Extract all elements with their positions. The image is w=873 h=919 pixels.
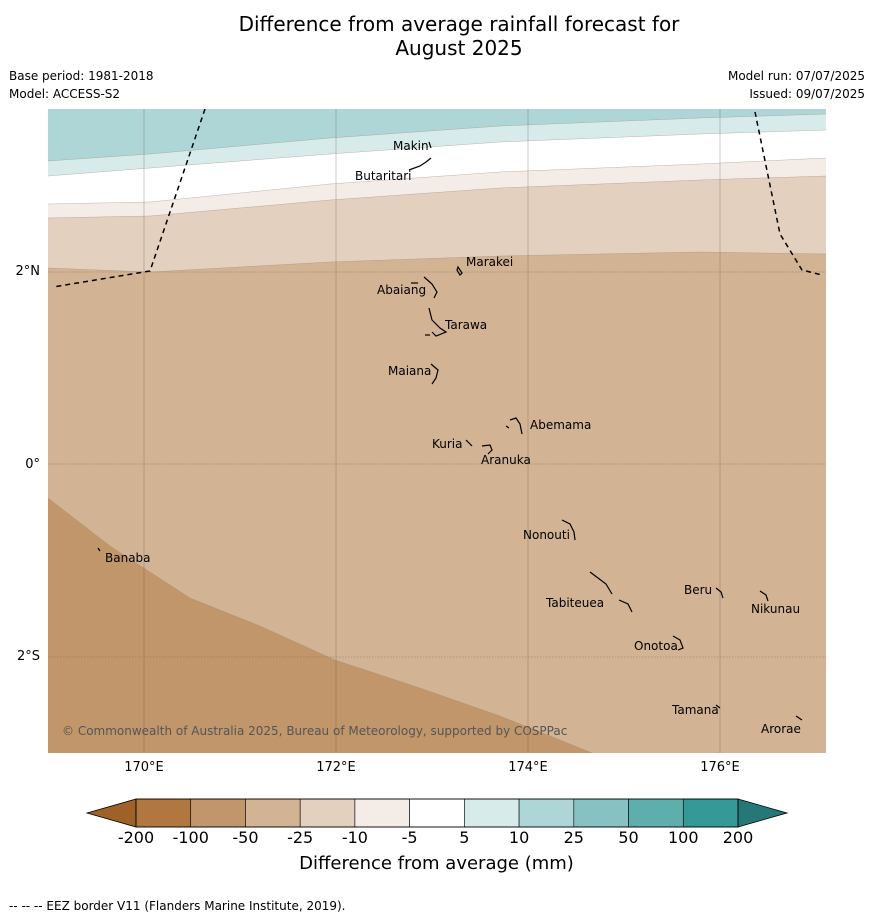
colorbar-segment [573, 798, 629, 828]
island-label-butaritari: Butaritari [355, 169, 412, 183]
colorbar-tick-label: -100 [172, 828, 209, 847]
meta-left: Base period: 1981-2018 Model: ACCESS-S2 [9, 67, 154, 103]
colorbar-tick-label: 5 [459, 828, 470, 847]
colorbar-segment [299, 798, 356, 828]
island-label-abemama: Abemama [530, 418, 592, 432]
island-label-nonouti: Nonouti [523, 528, 570, 542]
colorbar-tick-label: 50 [618, 828, 639, 847]
title-line-1: Difference from average rainfall forecas… [238, 12, 680, 36]
colorbar-tick-label: 200 [722, 828, 754, 847]
lon-label-172e: 172°E [316, 760, 356, 775]
eez-footnote: -- -- -- EEZ border V11 (Flanders Marine… [9, 899, 346, 913]
lat-label-2n: 2°N [15, 264, 41, 279]
colorbar-tick-label: -200 [117, 828, 155, 847]
model-run-text: Model run: 07/07/2025 [727, 69, 865, 83]
island-label-maiana: Maiana [388, 364, 432, 378]
island-label-tamana: Tamana [672, 703, 719, 717]
lat-label-0: 0° [25, 457, 40, 472]
colorbar-tick-label: 100 [667, 828, 699, 847]
lat-label-2s: 2°S [16, 649, 40, 664]
colorbar-segment [354, 798, 410, 828]
colorbar-frame [135, 798, 739, 828]
colorbar-tick-label: 25 [563, 828, 584, 847]
map-title: Difference from average rainfall forecas… [0, 12, 873, 60]
colorbar-segment [245, 798, 301, 828]
island-label-onotoa: Onotoa [634, 639, 678, 653]
island-label-tarawa: Tarawa [445, 318, 488, 332]
island-label-abaiang: Abaiang [377, 283, 427, 297]
island-label-makin: Makin [393, 139, 429, 153]
lon-label-176e: 176°E [700, 760, 740, 775]
colorbar-under-arrow [85, 798, 137, 828]
colorbar-over-arrow [737, 798, 789, 828]
copyright-notice: © Commonwealth of Australia 2025, Bureau… [62, 724, 568, 738]
island-label-beru: Beru [684, 583, 713, 597]
island-label-banaba: Banaba [105, 551, 151, 565]
rainfall-field [48, 109, 826, 753]
island-label-aranuka: Aranuka [481, 453, 531, 467]
model-text: Model: ACCESS-S2 [9, 87, 121, 101]
island-outlines [97, 141, 803, 721]
colorbar-segment [518, 798, 575, 828]
colorbar-tick-label: -25 [287, 828, 314, 847]
eez-border [52, 109, 823, 288]
meta-right: Model run: 07/07/2025 Issued: 09/07/2025 [728, 67, 865, 103]
island-label-arorae: Arorae [761, 722, 801, 736]
colorbar-segment [135, 798, 192, 828]
colorbar-segment [464, 798, 520, 828]
island-label-marakei: Marakei [466, 255, 514, 269]
lon-label-170e: 170°E [124, 760, 164, 775]
colorbar-segment [190, 798, 246, 828]
colorbar-segment [682, 798, 739, 828]
island-label-kuria: Kuria [432, 437, 463, 451]
lon-label-174e: 174°E [508, 760, 548, 775]
island-label-tabiteuea: Tabiteuea [546, 596, 605, 610]
island-label-nikunau: Nikunau [751, 602, 801, 616]
colorbar-tick-label: -50 [232, 828, 259, 847]
colorbar-segment [628, 798, 684, 828]
colorbar-tick-label: 10 [508, 828, 530, 847]
colorbar-tick-label: -5 [401, 828, 418, 847]
issued-text: Issued: 09/07/2025 [749, 87, 865, 101]
band-plus-10 [48, 109, 826, 161]
title-line-2: August 2025 [395, 36, 523, 60]
colorbar-segment [409, 798, 465, 828]
base-period-text: Base period: 1981-2018 [9, 69, 154, 83]
colorbar-label: Difference from average (mm) [299, 853, 574, 874]
colorbar-tick-label: -10 [341, 828, 368, 847]
colorbar [85, 798, 789, 828]
band-minus-100 [48, 498, 592, 753]
